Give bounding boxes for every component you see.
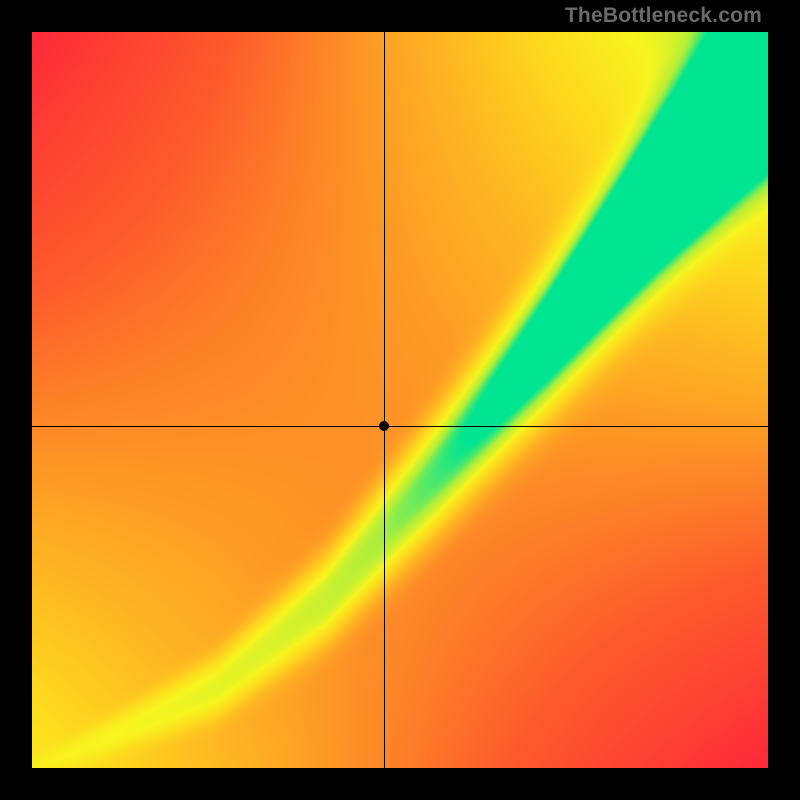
- plot-area: [32, 32, 768, 768]
- marker-dot: [379, 421, 389, 431]
- crosshair-vertical: [384, 32, 385, 768]
- crosshair-horizontal: [32, 426, 768, 427]
- watermark-text: TheBottleneck.com: [565, 4, 762, 28]
- heatmap-canvas: [32, 32, 768, 768]
